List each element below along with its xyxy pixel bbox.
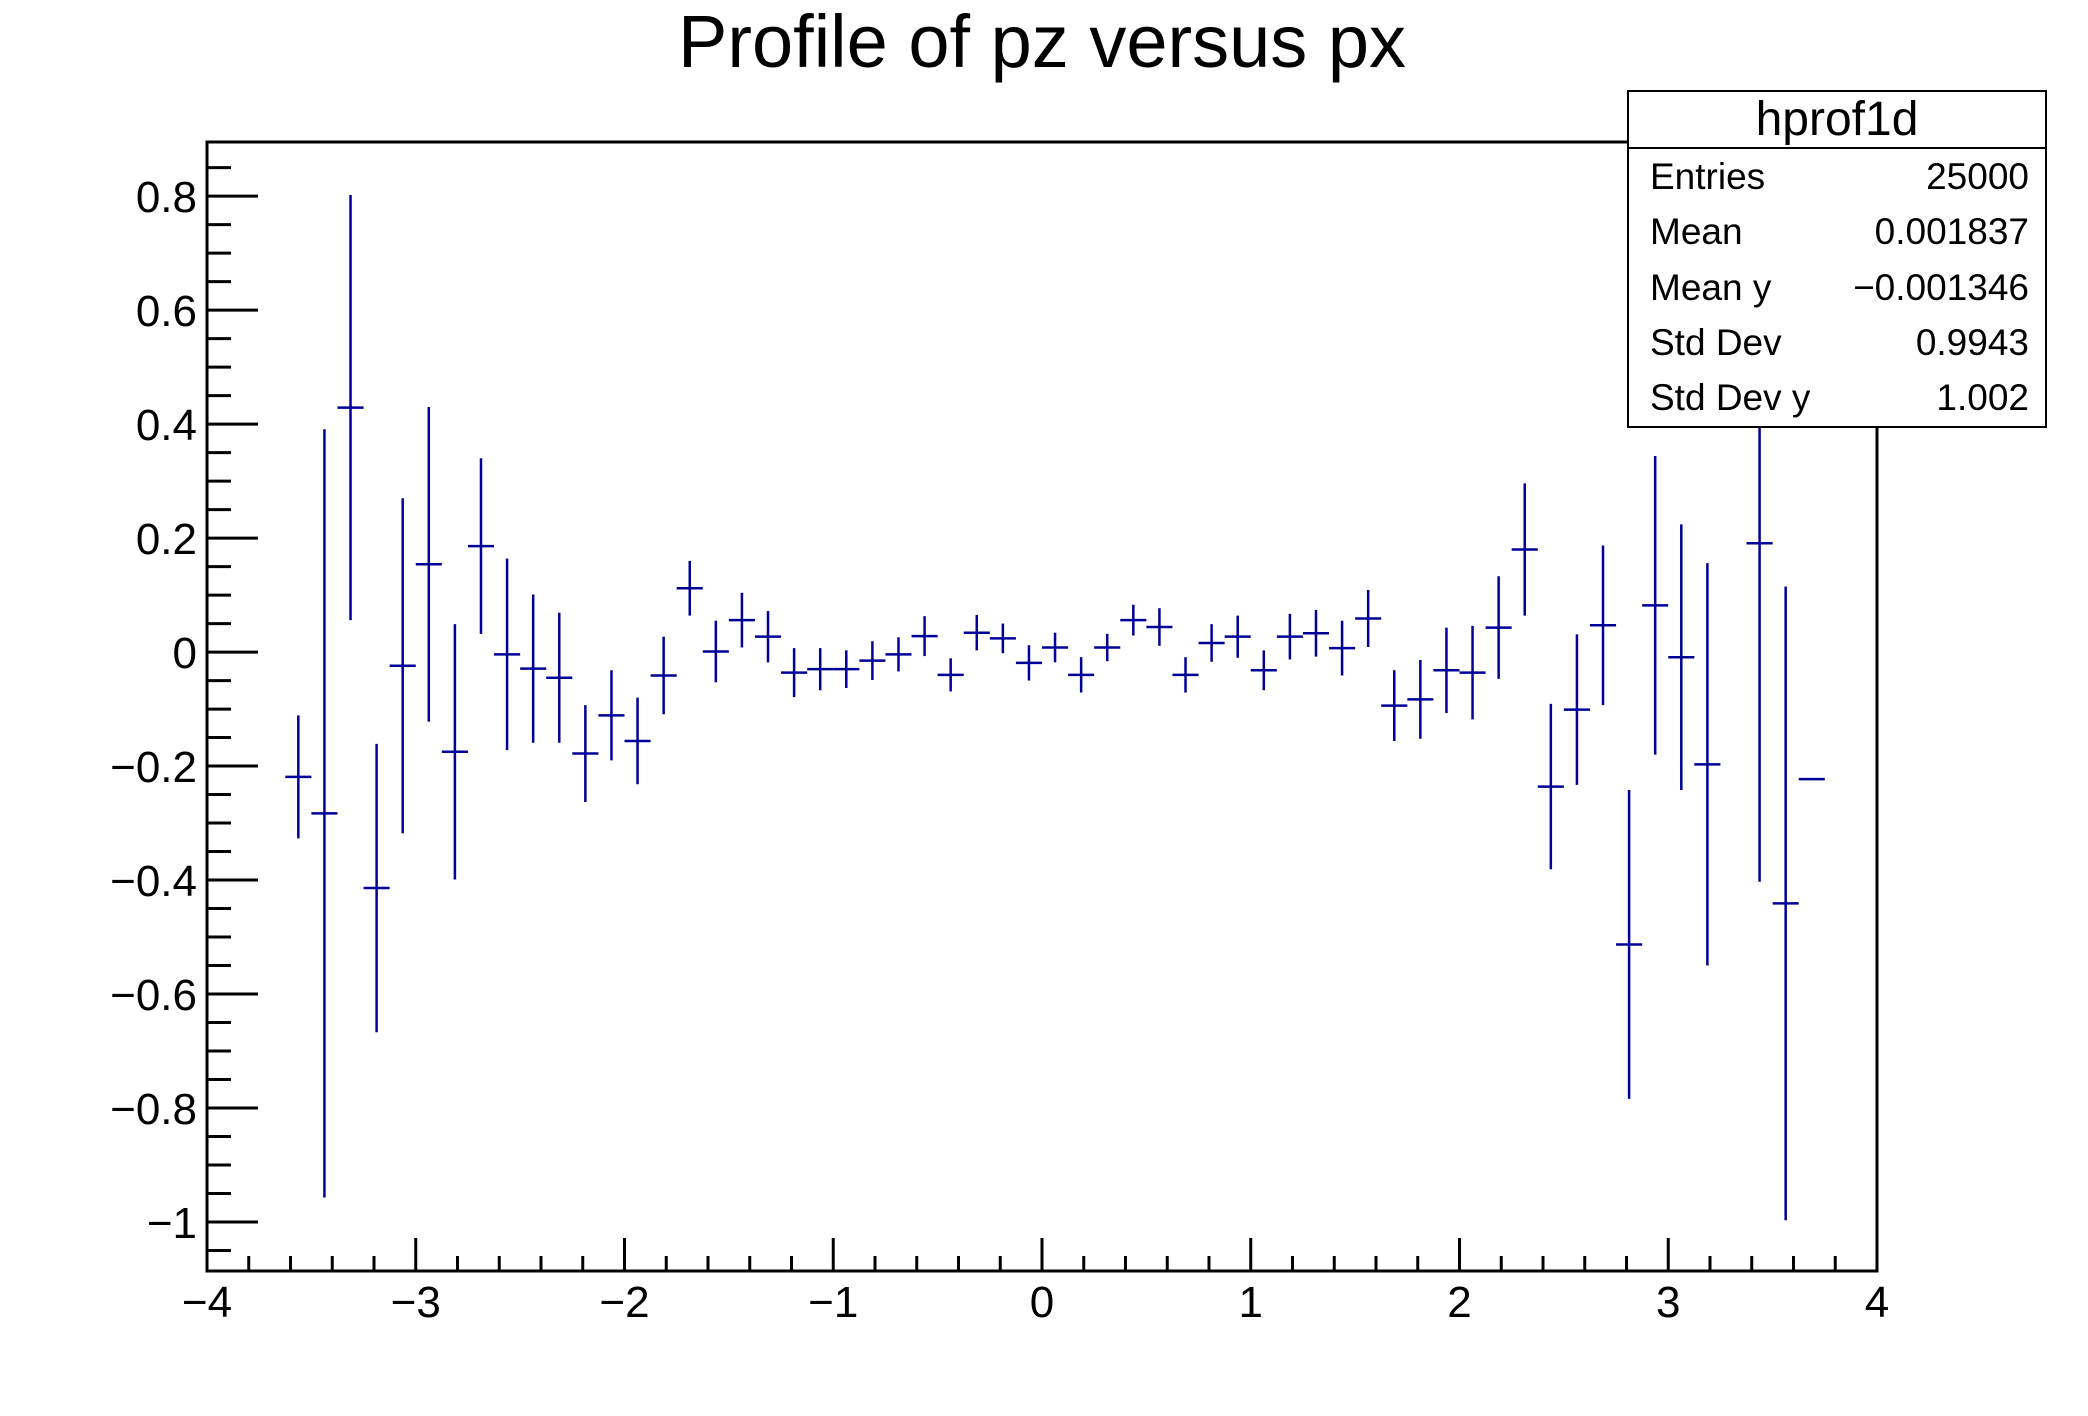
x-tick-label: −1 bbox=[808, 1278, 858, 1327]
y-tick-label: 0.2 bbox=[136, 515, 197, 564]
x-tick-label: −2 bbox=[599, 1278, 649, 1327]
stats-label: Mean y bbox=[1650, 266, 1772, 308]
stats-row: Std Dev 0.9943 bbox=[1629, 315, 2045, 370]
stats-label: Entries bbox=[1650, 155, 1766, 197]
y-tick-label: −0.8 bbox=[110, 1085, 197, 1134]
x-tick-label: −4 bbox=[182, 1278, 232, 1327]
stats-row: Entries 25000 bbox=[1629, 149, 2045, 204]
y-tick-label: 0.6 bbox=[136, 287, 197, 336]
stats-value: 1.002 bbox=[1936, 377, 2029, 419]
stats-value: 0.001837 bbox=[1874, 211, 2029, 253]
stats-value: −0.001346 bbox=[1853, 266, 2029, 308]
stats-value: 0.9943 bbox=[1915, 321, 2029, 363]
chart-title: Profile of pz versus px bbox=[678, 0, 1406, 83]
x-tick-label: 3 bbox=[1656, 1278, 1680, 1327]
stats-label: Mean bbox=[1650, 211, 1743, 253]
y-tick-label: −0.2 bbox=[110, 743, 197, 792]
stats-label: Std Dev bbox=[1650, 321, 1782, 363]
x-tick-label: 2 bbox=[1447, 1278, 1471, 1327]
stats-row: Mean 0.001837 bbox=[1629, 204, 2045, 259]
stats-box: hprof1d Entries 25000 Mean 0.001837 Mean… bbox=[1627, 90, 2047, 428]
y-tick-label: −0.4 bbox=[110, 857, 197, 906]
y-tick-label: 0.8 bbox=[136, 173, 197, 222]
y-tick-label: 0.4 bbox=[136, 401, 197, 450]
stats-rows: Entries 25000 Mean 0.001837 Mean y −0.00… bbox=[1629, 149, 2045, 426]
stats-row: Mean y −0.001346 bbox=[1629, 260, 2045, 315]
x-tick-label: 1 bbox=[1239, 1278, 1263, 1327]
x-tick-label: 4 bbox=[1865, 1278, 1889, 1327]
stats-label: Std Dev y bbox=[1650, 377, 1811, 419]
stats-value: 25000 bbox=[1926, 155, 2029, 197]
x-tick-label: 0 bbox=[1030, 1278, 1054, 1327]
x-tick-label: −3 bbox=[391, 1278, 441, 1327]
y-tick-label: 0 bbox=[173, 629, 197, 678]
y-tick-label: −0.6 bbox=[110, 971, 197, 1020]
y-tick-label: −1 bbox=[147, 1199, 197, 1248]
stats-row: Std Dev y 1.002 bbox=[1629, 371, 2045, 426]
stats-box-title: hprof1d bbox=[1629, 92, 2045, 149]
